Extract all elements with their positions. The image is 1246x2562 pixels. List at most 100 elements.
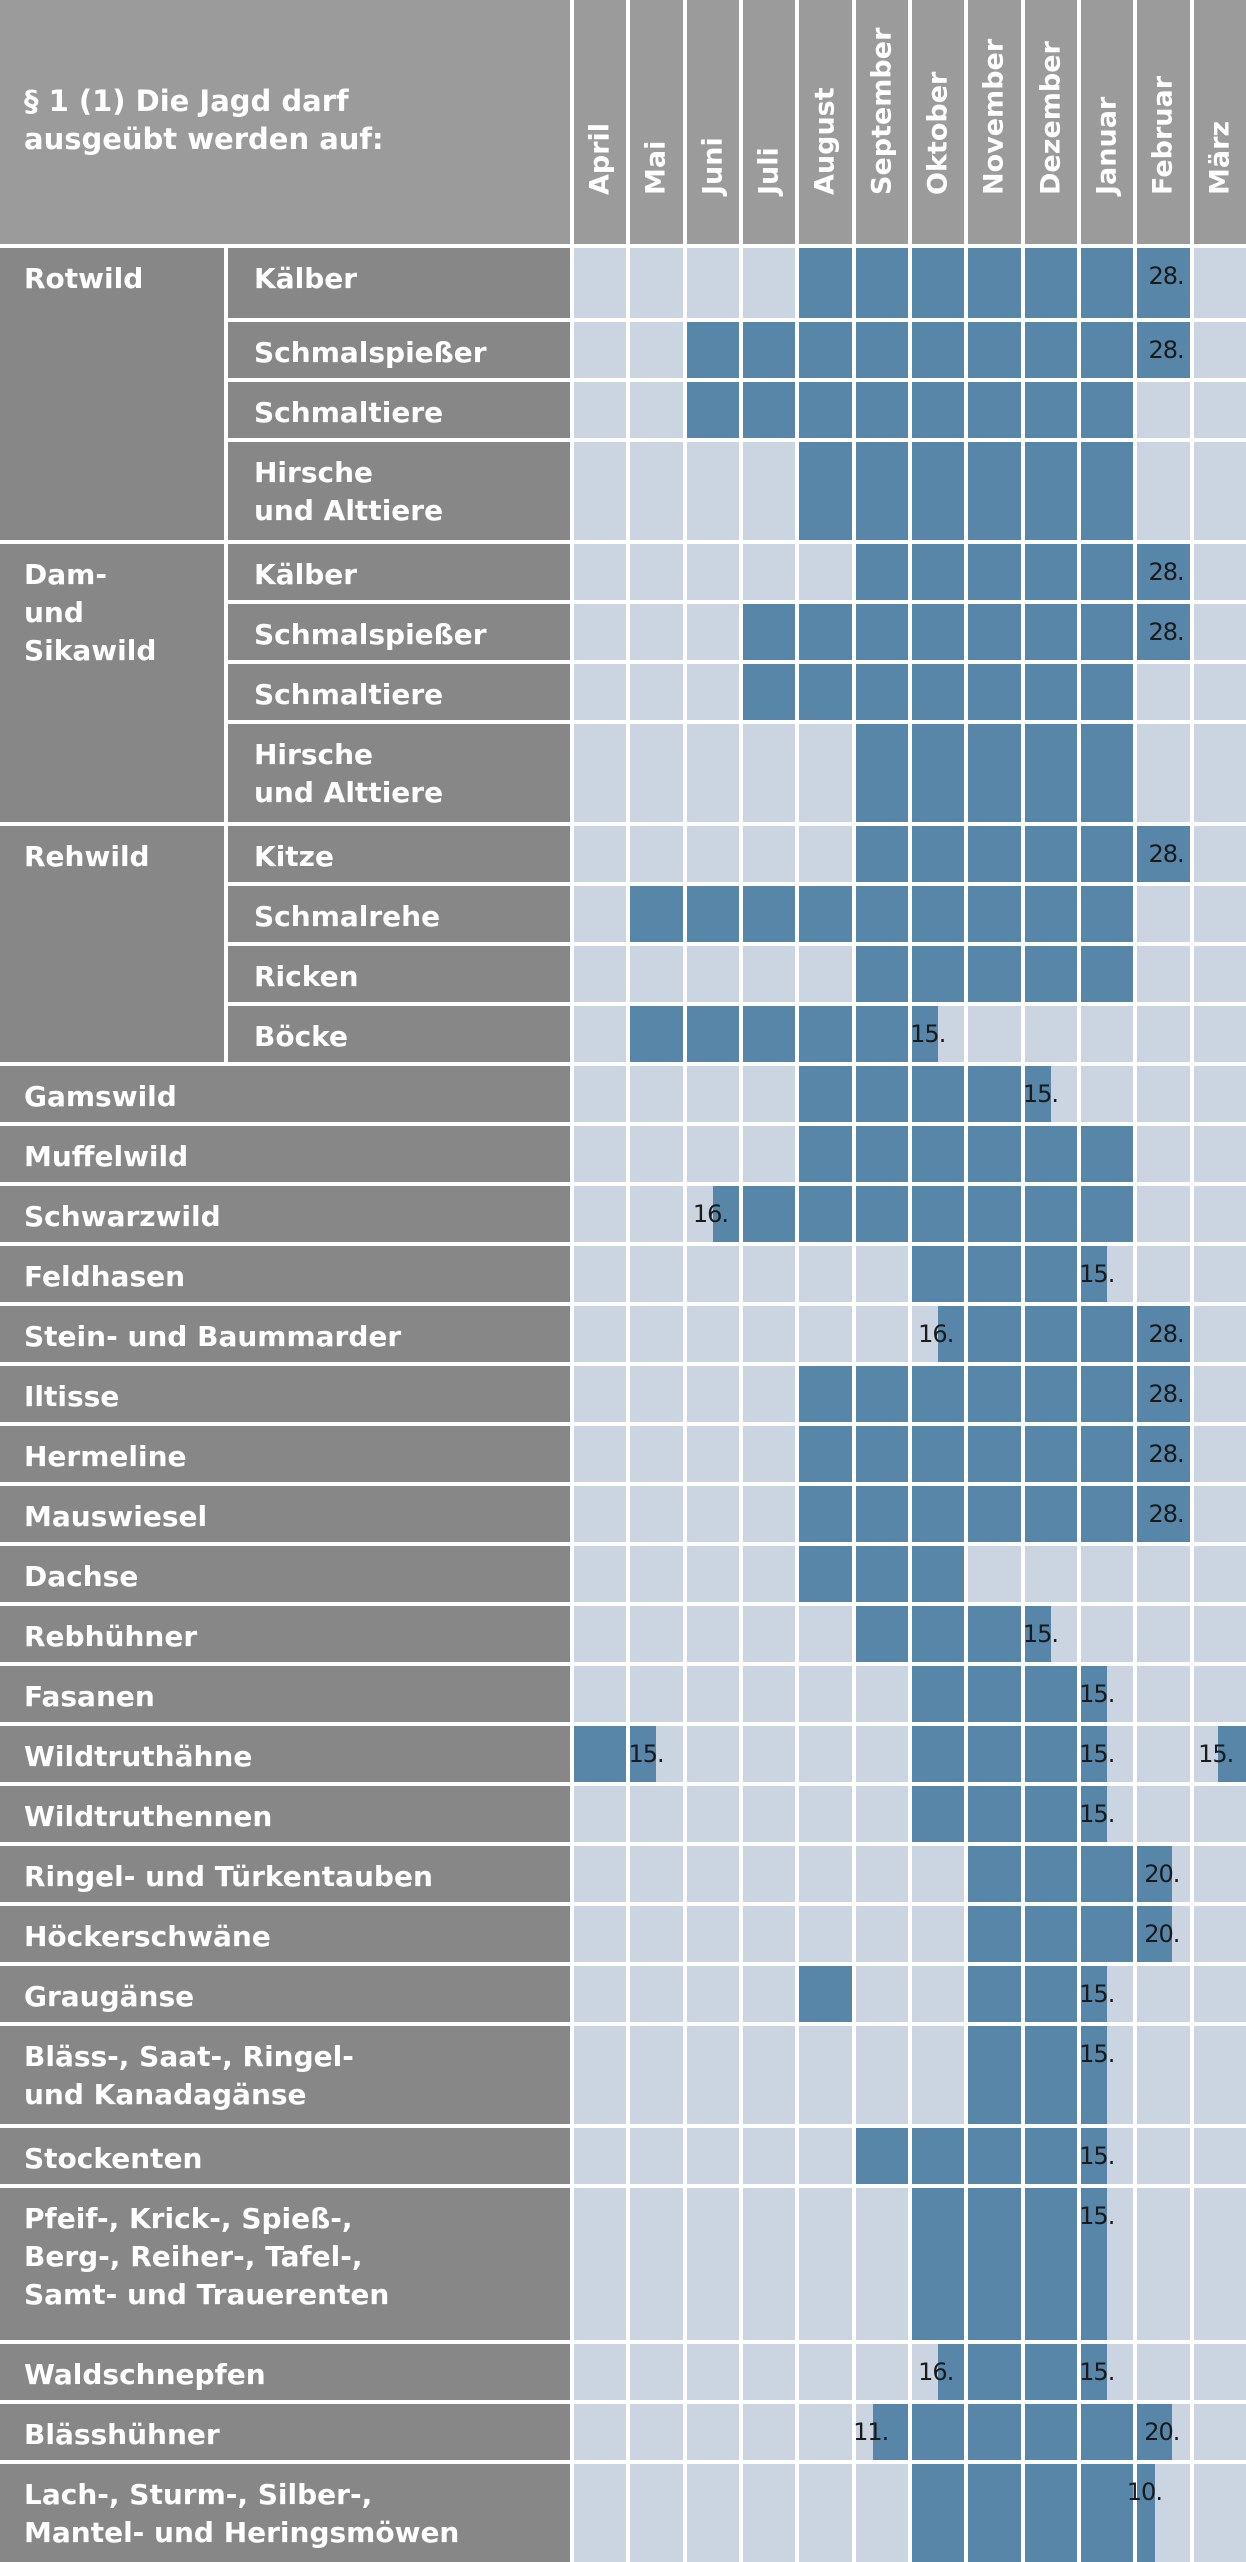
- partial-open-fill: [1080, 2128, 1108, 2184]
- month-label: Februar: [1147, 75, 1179, 195]
- season-cell: [742, 2344, 796, 2400]
- season-cell: [799, 1186, 852, 1242]
- end-date-label: 15.: [1079, 1980, 1115, 2008]
- species-label: Wildtruthähne: [0, 1726, 570, 1782]
- season-cell: [855, 1846, 908, 1902]
- season-cell: [742, 1066, 796, 1122]
- season-cell: [799, 1246, 852, 1302]
- season-cell: [968, 442, 1021, 540]
- subcategory-label: Böcke: [228, 1006, 570, 1062]
- season-cell: [911, 604, 965, 660]
- season-cell: [574, 1906, 627, 1962]
- season-cell: [1024, 1426, 1077, 1482]
- season-cell: [1137, 2128, 1190, 2184]
- season-cell: [1137, 1066, 1190, 1122]
- season-cell: [574, 442, 627, 540]
- season-cell: [1024, 1846, 1077, 1902]
- season-cell: [1137, 664, 1190, 720]
- season-cell: [686, 382, 739, 438]
- season-cell: 15.: [1079, 2344, 1134, 2400]
- season-cell: [1080, 1126, 1134, 1182]
- season-cell: [1080, 826, 1134, 882]
- season-cell: [630, 1846, 683, 1902]
- season-cell: 16.: [911, 1306, 965, 1362]
- season-cell: [630, 1966, 683, 2022]
- season-cell: [1137, 1006, 1190, 1062]
- season-cell: [968, 382, 1021, 438]
- season-cell: [1080, 1846, 1134, 1902]
- season-cell: [686, 1306, 739, 1362]
- season-cell: [742, 946, 796, 1002]
- subcategory-label: Schmaltiere: [228, 664, 570, 720]
- season-cell: [630, 544, 683, 600]
- season-cell: [1193, 2128, 1246, 2184]
- season-cell: [1137, 1666, 1190, 1722]
- partial-open-fill: [1024, 1066, 1051, 1122]
- season-cell: [911, 2464, 965, 2562]
- season-cell: [1193, 1786, 1246, 1842]
- season-cell: [1024, 1906, 1077, 1962]
- season-cell: [574, 544, 627, 600]
- season-cell: [968, 946, 1021, 1002]
- species-label: Lach-, Sturm-, Silber-, Mantel- und Heri…: [0, 2464, 570, 2562]
- end-date-label: 28.: [1148, 262, 1184, 290]
- season-cell: [1080, 382, 1134, 438]
- season-cell: [1193, 1006, 1246, 1062]
- season-cell: [742, 826, 796, 882]
- season-cell: [855, 664, 908, 720]
- month-header-januar: Januar: [1080, 0, 1134, 244]
- season-cell: [1024, 1306, 1077, 1362]
- season-cell: 15.: [910, 1006, 965, 1062]
- season-cell: [1193, 664, 1246, 720]
- season-cell: [968, 886, 1021, 942]
- season-cell: [574, 1606, 627, 1662]
- season-cell: [574, 1666, 627, 1722]
- season-cell: [1080, 322, 1134, 378]
- season-cell: [855, 946, 908, 1002]
- season-cell: [686, 604, 739, 660]
- season-cell: [855, 1126, 908, 1182]
- season-cell: [1080, 442, 1134, 540]
- season-cell: 28.: [1137, 248, 1190, 318]
- season-cell: [968, 664, 1021, 720]
- season-cell: [742, 886, 796, 942]
- season-cell: [742, 1786, 796, 1842]
- season-cell: [855, 1906, 908, 1962]
- season-cell: 15.: [1079, 1666, 1134, 1722]
- season-cell: [686, 248, 739, 318]
- partial-open-fill: [1137, 1846, 1173, 1902]
- season-cell: [855, 1666, 908, 1722]
- season-cell: [799, 248, 852, 318]
- season-cell: [1024, 1186, 1077, 1242]
- season-cell: [1080, 664, 1134, 720]
- partial-open-fill: [1137, 1906, 1173, 1962]
- season-cell: [968, 1786, 1021, 1842]
- season-cell: [742, 1606, 796, 1662]
- season-cell: 28.: [1137, 544, 1190, 600]
- season-cell: [630, 1006, 683, 1062]
- season-cell: [855, 1186, 908, 1242]
- season-cell: [1024, 1546, 1077, 1602]
- month-header-september: September: [855, 0, 908, 244]
- season-cell: [911, 322, 965, 378]
- season-cell: [799, 946, 852, 1002]
- season-cell: [968, 1606, 1021, 1662]
- season-cell: [630, 2464, 683, 2562]
- season-cell: 28.: [1137, 826, 1190, 882]
- season-cell: [799, 2344, 852, 2400]
- season-cell: [1024, 664, 1077, 720]
- season-cell: [968, 1666, 1021, 1722]
- species-label: Feldhasen: [0, 1246, 570, 1302]
- season-cell: [1024, 604, 1077, 660]
- season-cell: [574, 946, 627, 1002]
- season-cell: [742, 544, 796, 600]
- season-cell: [1080, 886, 1134, 942]
- season-cell: [911, 1546, 965, 1602]
- season-cell: 15.: [1079, 2128, 1134, 2184]
- season-cell: 20.: [1137, 1906, 1190, 1962]
- season-cell: [1080, 2404, 1134, 2460]
- season-cell: [630, 322, 683, 378]
- season-cell: [1024, 322, 1077, 378]
- season-cell: [1193, 1546, 1246, 1602]
- species-label: Blässhühner: [0, 2404, 570, 2460]
